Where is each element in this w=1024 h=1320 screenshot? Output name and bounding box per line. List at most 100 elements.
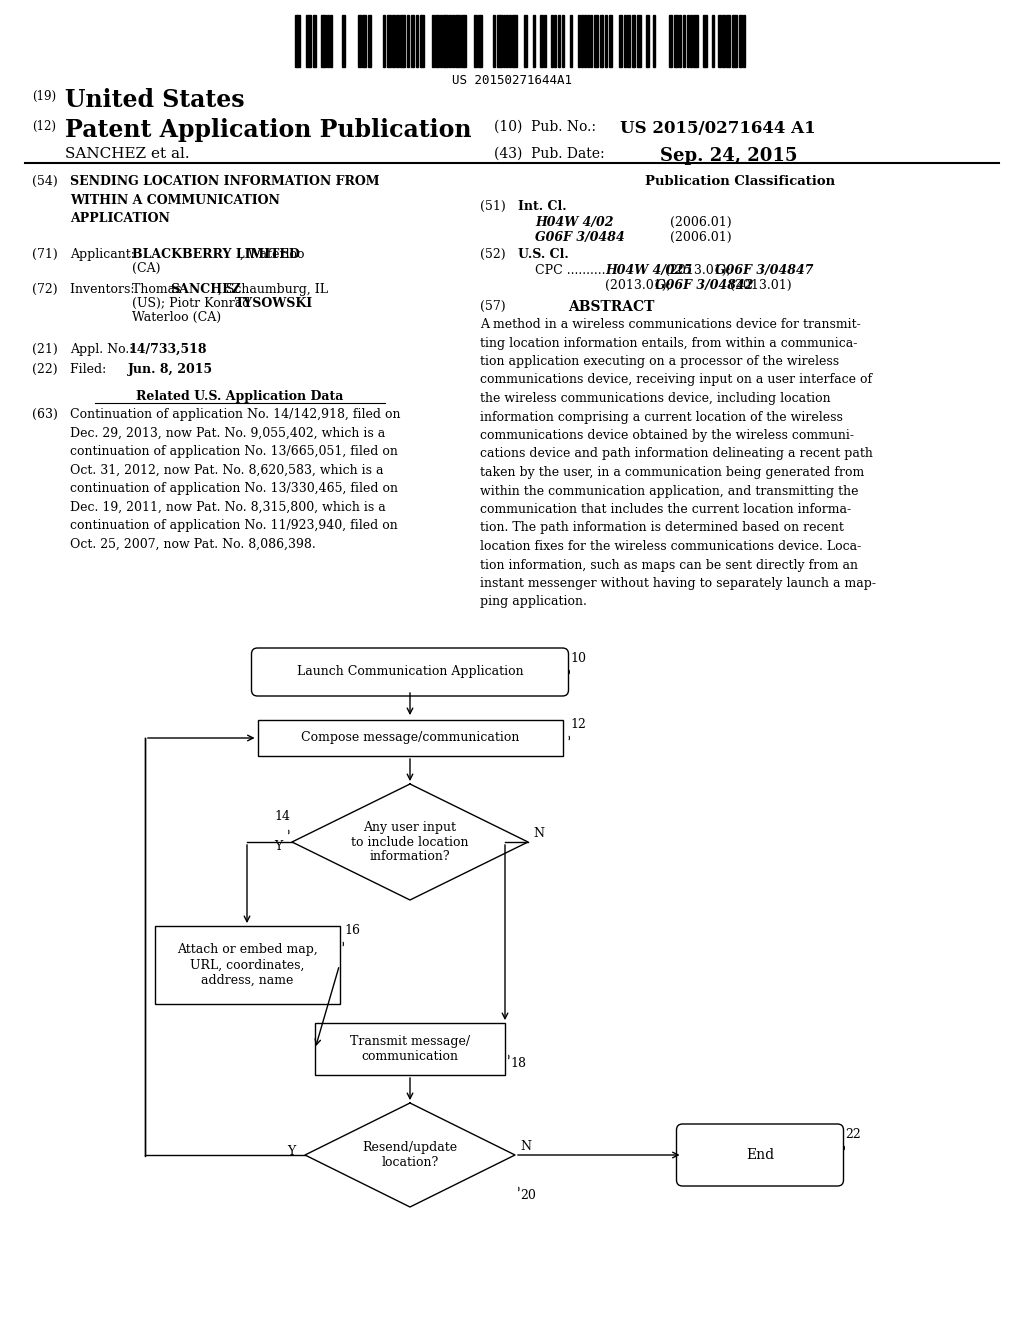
Bar bbox=[497, 15, 502, 67]
Text: Int. Cl.: Int. Cl. bbox=[518, 201, 566, 213]
Text: (2013.01);: (2013.01); bbox=[605, 279, 671, 292]
Text: ABSTRACT: ABSTRACT bbox=[568, 300, 654, 314]
Text: (22): (22) bbox=[32, 363, 57, 376]
Text: Appl. No.:: Appl. No.: bbox=[70, 343, 137, 356]
Bar bbox=[330, 15, 332, 67]
Bar bbox=[452, 15, 454, 67]
Bar bbox=[554, 15, 556, 67]
Bar bbox=[703, 15, 707, 67]
Text: Attach or embed map,
URL, coordinates,
address, name: Attach or embed map, URL, coordinates, a… bbox=[176, 944, 317, 986]
Bar bbox=[358, 15, 361, 67]
Bar bbox=[570, 15, 572, 67]
Bar bbox=[368, 15, 371, 67]
Text: Filed:: Filed: bbox=[70, 363, 138, 376]
Text: (21): (21) bbox=[32, 343, 57, 356]
Bar bbox=[407, 15, 409, 67]
Text: (2006.01): (2006.01) bbox=[670, 231, 731, 244]
Bar bbox=[605, 15, 607, 67]
Bar bbox=[432, 15, 434, 67]
Text: Thomas: Thomas bbox=[132, 282, 185, 296]
Bar bbox=[693, 15, 698, 67]
Text: 14/733,518: 14/733,518 bbox=[128, 343, 207, 356]
Bar bbox=[739, 15, 742, 67]
Bar bbox=[306, 15, 311, 67]
Bar bbox=[435, 15, 439, 67]
Text: Y: Y bbox=[274, 840, 283, 853]
Bar bbox=[632, 15, 635, 67]
Bar bbox=[416, 15, 418, 67]
Text: SANCHEZ: SANCHEZ bbox=[170, 282, 241, 296]
Text: Related U.S. Application Data: Related U.S. Application Data bbox=[136, 389, 344, 403]
Text: Applicant:: Applicant: bbox=[70, 248, 139, 261]
Bar bbox=[558, 15, 560, 67]
Text: End: End bbox=[745, 1148, 774, 1162]
Bar bbox=[315, 1023, 505, 1074]
Bar bbox=[461, 15, 466, 67]
Bar bbox=[584, 15, 586, 67]
Text: Sep. 24, 2015: Sep. 24, 2015 bbox=[660, 147, 798, 165]
Text: CPC ..........: CPC .......... bbox=[535, 264, 605, 277]
Text: Transmit message/
communication: Transmit message/ communication bbox=[350, 1035, 470, 1063]
Text: 18: 18 bbox=[510, 1057, 526, 1071]
Text: 20: 20 bbox=[520, 1189, 536, 1203]
Text: Launch Communication Application: Launch Communication Application bbox=[297, 665, 523, 678]
Text: 14: 14 bbox=[274, 810, 290, 822]
Text: G06F 3/04847: G06F 3/04847 bbox=[715, 264, 813, 277]
Text: (57): (57) bbox=[480, 300, 506, 313]
Text: (43)  Pub. Date:: (43) Pub. Date: bbox=[494, 147, 604, 161]
Text: G06F 3/0484: G06F 3/0484 bbox=[535, 231, 625, 244]
Text: Any user input
to include location
information?: Any user input to include location infor… bbox=[351, 821, 469, 863]
Bar bbox=[295, 15, 300, 67]
Bar bbox=[590, 15, 592, 67]
Bar bbox=[637, 15, 641, 67]
Bar bbox=[512, 15, 517, 67]
Text: H04W 4/02: H04W 4/02 bbox=[535, 216, 613, 228]
Bar bbox=[155, 927, 340, 1005]
Bar bbox=[679, 15, 681, 67]
Bar bbox=[387, 15, 391, 67]
Text: (72): (72) bbox=[32, 282, 57, 296]
Text: 12: 12 bbox=[570, 718, 587, 731]
Bar bbox=[562, 15, 564, 67]
Bar bbox=[732, 15, 737, 67]
Text: (CA): (CA) bbox=[132, 261, 161, 275]
Text: Y: Y bbox=[287, 1144, 295, 1158]
Bar bbox=[420, 15, 424, 67]
Bar bbox=[653, 15, 655, 67]
Bar bbox=[493, 15, 495, 67]
Bar bbox=[342, 15, 345, 67]
Text: United States: United States bbox=[65, 88, 245, 112]
Text: A method in a wireless communications device for transmit-
ting location informa: A method in a wireless communications de… bbox=[480, 318, 876, 609]
Bar bbox=[581, 15, 583, 67]
Bar bbox=[392, 15, 395, 67]
Bar bbox=[618, 15, 622, 67]
Text: Jun. 8, 2015: Jun. 8, 2015 bbox=[128, 363, 213, 376]
Bar bbox=[578, 15, 580, 67]
Text: H04W 4/025: H04W 4/025 bbox=[605, 264, 692, 277]
Bar bbox=[443, 15, 449, 67]
Text: 10: 10 bbox=[570, 652, 587, 665]
Text: 22: 22 bbox=[846, 1129, 861, 1140]
Bar bbox=[400, 15, 406, 67]
Text: (10)  Pub. No.:: (10) Pub. No.: bbox=[494, 120, 596, 135]
Bar bbox=[257, 719, 562, 756]
Bar bbox=[669, 15, 672, 67]
Text: Patent Application Publication: Patent Application Publication bbox=[65, 117, 471, 143]
Text: BLACKBERRY LIMITED: BLACKBERRY LIMITED bbox=[132, 248, 300, 261]
Text: (54): (54) bbox=[32, 176, 57, 187]
Bar bbox=[712, 15, 714, 67]
Bar bbox=[534, 15, 535, 67]
Bar bbox=[509, 15, 511, 67]
Text: (2006.01): (2006.01) bbox=[670, 216, 731, 228]
Text: Compose message/communication: Compose message/communication bbox=[301, 731, 519, 744]
Text: SANCHEZ et al.: SANCHEZ et al. bbox=[65, 147, 189, 161]
Bar bbox=[687, 15, 689, 67]
Bar bbox=[540, 15, 543, 67]
Bar bbox=[674, 15, 678, 67]
Bar bbox=[478, 15, 482, 67]
Text: TYSOWSKI: TYSOWSKI bbox=[234, 297, 313, 310]
Bar bbox=[383, 15, 385, 67]
Text: N: N bbox=[520, 1140, 531, 1152]
Text: , Schaumburg, IL: , Schaumburg, IL bbox=[218, 282, 328, 296]
Text: Waterloo (CA): Waterloo (CA) bbox=[132, 312, 221, 323]
